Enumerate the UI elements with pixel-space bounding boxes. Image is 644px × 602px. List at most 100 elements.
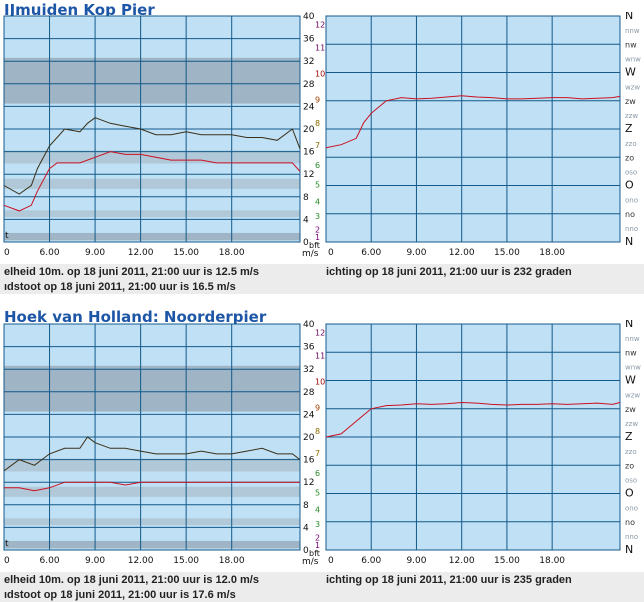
direction-tick-label: oso xyxy=(625,476,637,484)
beaufort-band xyxy=(4,232,300,241)
y-tick-label: 0 xyxy=(303,546,309,556)
direction-tick-label: N xyxy=(625,320,633,330)
x-tick-label: 6.00 xyxy=(40,556,60,566)
bft-tick-label: 2 xyxy=(315,534,320,543)
gust-series-line xyxy=(3,117,301,195)
direction-tick-label: wnw xyxy=(625,55,641,63)
direction-tick-label: O xyxy=(625,487,634,500)
bft-tick-label: 7 xyxy=(315,141,320,150)
x-tick-label: 0 xyxy=(4,248,10,258)
x-tick-label: 18.00 xyxy=(219,556,245,566)
bft-tick-label: 12 xyxy=(315,20,325,29)
x-tick-label: 6.00 xyxy=(40,248,60,258)
direction-tick-label: oso xyxy=(625,168,637,176)
speed-caption: elheid 10m. op 18 juni 2011, 21:00 uur i… xyxy=(4,574,259,586)
bft-tick-label: 2 xyxy=(315,226,320,235)
direction-caption: ichting op 18 juni 2011, 21:00 uur is 23… xyxy=(326,266,572,278)
y-tick-label: 28 xyxy=(303,388,315,398)
direction-tick-label: nno xyxy=(625,225,638,233)
bft-tick-label: 10 xyxy=(315,378,325,387)
wind-speed-chart: 0 6.00 9.00 12.00 15.00 18.00t048121620242832… xyxy=(3,12,325,259)
plot-frame xyxy=(3,323,301,551)
bft-tick-label: 6 xyxy=(315,469,320,478)
y-tick-label: 24 xyxy=(303,102,315,112)
wind-speed-chart: 0 6.00 9.00 12.00 15.00 18.00t048121620242832… xyxy=(3,320,325,567)
direction-tick-label: nnw xyxy=(625,27,640,35)
y-tick-label: 0 xyxy=(303,238,309,248)
speed-series-line xyxy=(4,481,300,492)
y-tick-label: 12 xyxy=(303,170,314,180)
bft-tick-label: 1 xyxy=(315,541,320,550)
gust-caption: ıdstoot op 18 juni 2011, 21:00 uur is 17… xyxy=(4,589,236,601)
beaufort-band xyxy=(4,518,300,526)
direction-tick-label: wnw xyxy=(625,363,641,371)
x-axis-stub: t xyxy=(5,539,9,549)
direction-tick-label: N xyxy=(625,235,633,248)
bft-tick-label: 9 xyxy=(315,96,320,105)
direction-tick-label: Z xyxy=(625,430,633,443)
bft-tick-label: 5 xyxy=(315,180,320,189)
x-tick-label: 12.00 xyxy=(128,248,154,258)
y-tick-label: 40 xyxy=(303,320,315,330)
x-tick-label: 15.00 xyxy=(173,556,199,566)
direction-series-line xyxy=(325,95,621,149)
y-tick-label: 16 xyxy=(303,148,315,158)
bft-tick-label: 7 xyxy=(315,449,320,458)
beaufort-band xyxy=(4,365,300,389)
x-tick-label: 18.00 xyxy=(539,248,565,258)
gust-caption: ıdstoot op 18 juni 2011, 21:00 uur is 16… xyxy=(4,281,236,293)
x-tick-label: 0 xyxy=(328,248,334,258)
x-tick-label: 15.00 xyxy=(494,248,520,258)
x-tick-label: 0 xyxy=(4,556,10,566)
y-tick-label: 20 xyxy=(303,433,315,443)
station-title: IJmuiden Kop Pier xyxy=(4,1,155,19)
x-tick-label: 12.00 xyxy=(449,556,475,566)
y-tick-label: 8 xyxy=(303,501,309,511)
x-tick-label: 15.00 xyxy=(173,248,199,258)
direction-tick-label: W xyxy=(625,374,636,387)
x-tick-label: 6.00 xyxy=(361,556,381,566)
direction-tick-label: O xyxy=(625,179,634,192)
x-tick-label: 0 xyxy=(328,556,334,566)
direction-tick-label: zzo xyxy=(625,448,637,456)
x-tick-label: 18.00 xyxy=(539,556,565,566)
bft-tick-label: 3 xyxy=(315,520,320,529)
y-tick-label: 24 xyxy=(303,410,315,420)
bft-tick-label: 10 xyxy=(315,70,325,79)
y-tick-label: 20 xyxy=(303,125,315,135)
direction-tick-label: N xyxy=(625,543,633,556)
direction-tick-label: ono xyxy=(625,197,638,205)
direction-tick-label: zw xyxy=(625,405,636,414)
x-tick-label: 9.00 xyxy=(85,248,105,258)
y-tick-label: 36 xyxy=(303,343,315,353)
direction-tick-label: nnw xyxy=(625,335,640,343)
direction-tick-label: nw xyxy=(625,40,637,49)
caption-row xyxy=(0,264,644,294)
x-tick-label: 12.00 xyxy=(449,248,475,258)
y-tick-label: 4 xyxy=(303,215,309,225)
direction-series-line xyxy=(325,401,621,438)
direction-tick-label: zzo xyxy=(625,140,637,148)
bft-tick-label: 8 xyxy=(315,427,320,436)
bft-tick-label: 3 xyxy=(315,212,320,221)
direction-tick-label: ono xyxy=(625,505,638,513)
direction-tick-label: nw xyxy=(625,348,637,357)
direction-tick-label: wzw xyxy=(625,392,640,400)
direction-tick-label: nno xyxy=(625,533,638,541)
bft-unit-label: bft xyxy=(309,549,320,558)
beaufort-band xyxy=(4,210,300,218)
direction-tick-label: zo xyxy=(625,153,634,162)
station-title: Hoek van Holland: Noorderpier xyxy=(4,308,267,326)
gust-series-line xyxy=(3,436,301,472)
direction-caption: ichting op 18 juni 2011, 21:00 uur is 23… xyxy=(326,574,572,586)
beaufort-band xyxy=(4,388,300,412)
direction-tick-label: zzw xyxy=(625,112,638,120)
direction-tick-label: no xyxy=(625,518,635,527)
bft-tick-label: 12 xyxy=(315,328,325,337)
beaufort-band xyxy=(4,486,300,497)
plot-frame xyxy=(325,15,621,243)
caption-row xyxy=(0,572,644,602)
direction-tick-label: W xyxy=(625,66,636,79)
y-unit-label: m/s xyxy=(302,557,319,567)
